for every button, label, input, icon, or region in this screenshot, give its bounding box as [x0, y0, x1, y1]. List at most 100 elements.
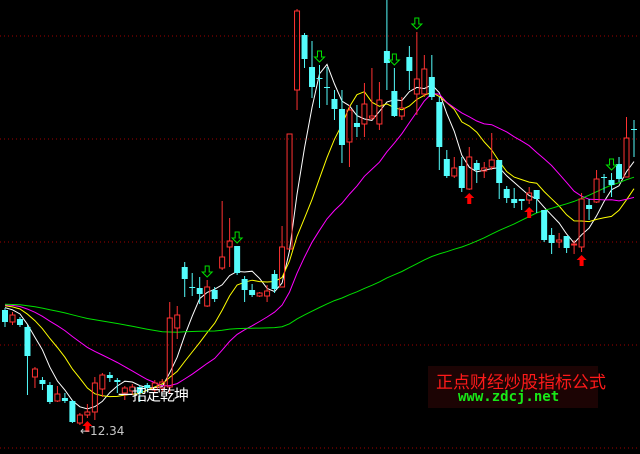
- candle-body: [316, 78, 323, 79]
- candle-body: [556, 239, 563, 243]
- candle-body: [2, 310, 8, 322]
- candle-body: [294, 10, 301, 91]
- candle: [391, 68, 398, 117]
- candle: [518, 199, 525, 210]
- candle: [309, 41, 316, 98]
- candle-body: [578, 198, 585, 248]
- candle-body: [256, 292, 263, 297]
- ma60-line: [4, 176, 635, 333]
- sell-arrow-icon: [313, 50, 326, 63]
- candle: [346, 105, 353, 167]
- candle-body: [151, 382, 158, 391]
- sell-arrow-icon: [200, 265, 214, 278]
- candle-body: [616, 164, 623, 179]
- candle-body: [196, 288, 203, 294]
- candle-body: [129, 386, 136, 392]
- candle: [556, 233, 563, 248]
- candle-body: [106, 375, 113, 378]
- candle-body: [189, 287, 196, 288]
- candle: [496, 160, 503, 199]
- candle-body: [391, 91, 398, 116]
- moving-averages: [4, 63, 635, 410]
- candle: [323, 67, 330, 105]
- candle-body: [166, 317, 173, 388]
- candle-body: [398, 107, 405, 117]
- sell-arrow-icon: [605, 158, 618, 171]
- candle-body: [264, 290, 271, 297]
- candle: [353, 105, 360, 137]
- candle: [368, 68, 375, 120]
- candle: [249, 284, 256, 297]
- candle-body: [563, 236, 570, 248]
- candle-body: [361, 103, 368, 125]
- candle: [443, 150, 450, 178]
- candle: [99, 373, 106, 397]
- candle-body: [323, 87, 330, 88]
- candle-body: [309, 67, 316, 87]
- candle-body: [91, 382, 98, 413]
- candle: [466, 147, 473, 190]
- candle: [2, 308, 8, 327]
- buy-arrow-icon: [576, 255, 587, 266]
- candle-body: [436, 102, 443, 147]
- candle: [631, 120, 637, 157]
- candle-body: [219, 256, 226, 269]
- candle-body: [234, 246, 241, 273]
- candle-body: [31, 368, 38, 378]
- candle: [136, 385, 143, 402]
- ma20-line: [4, 92, 635, 387]
- ma5-line: [4, 63, 635, 410]
- candle: [54, 386, 61, 402]
- candle: [421, 55, 428, 97]
- candle-body: [114, 380, 121, 382]
- candle-body: [421, 68, 428, 95]
- candle: [383, 0, 390, 90]
- candle-body: [279, 246, 286, 288]
- candle-body: [249, 290, 256, 295]
- candle: [458, 157, 465, 192]
- candle-body: [144, 385, 151, 388]
- candle-body: [473, 163, 480, 170]
- candle: [211, 287, 218, 302]
- candle: [533, 190, 540, 213]
- candle: [511, 188, 518, 208]
- candle: [541, 210, 548, 242]
- candle-body: [99, 374, 106, 390]
- candle: [159, 379, 166, 392]
- candle: [9, 312, 16, 325]
- candle-body: [181, 267, 188, 279]
- candle: [571, 240, 578, 254]
- candle: [548, 228, 555, 254]
- candle-body: [623, 137, 630, 178]
- candle-body: [9, 314, 16, 323]
- candle-body: [211, 290, 218, 299]
- candle-body: [39, 380, 46, 384]
- candle-body: [368, 115, 375, 119]
- candle: [174, 306, 181, 339]
- candle: [428, 55, 435, 100]
- candle: [481, 162, 488, 178]
- candle-body: [61, 398, 68, 401]
- low-price-marker: ←12.34: [80, 424, 125, 438]
- candle-body: [376, 99, 383, 125]
- candle-body: [338, 109, 345, 145]
- candle: [204, 280, 211, 307]
- candle: [39, 377, 46, 390]
- candle: [608, 173, 615, 197]
- candle: [526, 187, 533, 204]
- candle: [106, 372, 113, 382]
- candle-body: [458, 166, 465, 188]
- candles: [2, 0, 637, 425]
- candle: [473, 160, 480, 183]
- watermark-logo: 正点财经炒股指标公式 www.zdcj.net: [428, 366, 606, 408]
- candle-body: [443, 159, 450, 176]
- candle-body: [413, 78, 420, 95]
- candle: [563, 236, 570, 253]
- candle-body: [226, 240, 233, 248]
- candle-body: [548, 235, 555, 243]
- candle: [189, 273, 196, 296]
- candle: [578, 193, 585, 252]
- candle: [286, 133, 293, 250]
- candle-body: [46, 385, 53, 402]
